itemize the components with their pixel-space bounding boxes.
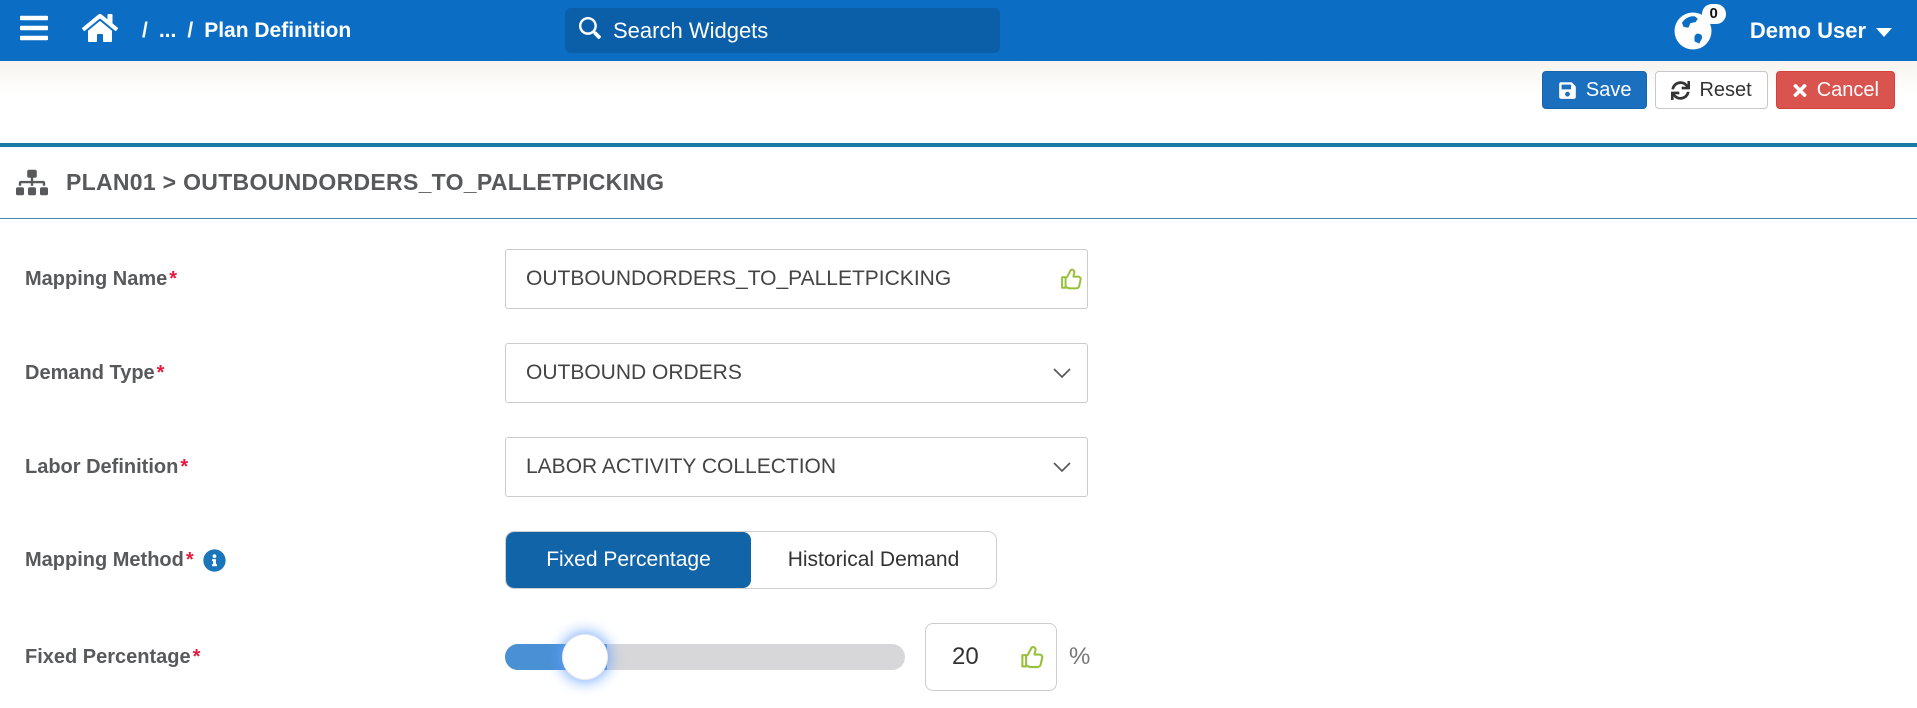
search-input[interactable]: [613, 17, 986, 44]
required-marker: *: [192, 645, 201, 668]
labor-definition-select[interactable]: LABOR ACTIVITY COLLECTION: [505, 437, 1088, 497]
selected-value: LABOR ACTIVITY COLLECTION: [526, 455, 837, 478]
hamburger-icon: [18, 12, 50, 49]
toolbar-buttons: Save Reset Cancel: [1541, 71, 1895, 109]
mapping-name-input[interactable]: [505, 249, 1088, 309]
globe-icon: [1672, 12, 1714, 56]
breadcrumb-collapsed[interactable]: ...: [158, 18, 177, 42]
label-text: Mapping Name: [25, 267, 168, 290]
chevron-down-icon: [1053, 455, 1071, 479]
slider-thumb[interactable]: [563, 635, 607, 679]
labor-definition-label: Labor Definition *: [25, 456, 505, 479]
reset-button[interactable]: Reset: [1655, 71, 1768, 109]
label-text: Labor Definition: [25, 455, 179, 478]
label-text: Fixed Percentage: [25, 645, 191, 668]
selected-value: OUTBOUND ORDERS: [526, 361, 742, 384]
section-divider: [0, 143, 1917, 147]
home-icon: [81, 12, 119, 49]
action-toolbar: Save Reset Cancel: [0, 61, 1917, 143]
chevron-down-icon: [1053, 361, 1071, 385]
search-icon: [579, 17, 601, 44]
sitemap-icon: [16, 169, 48, 196]
cancel-button-label: Cancel: [1816, 78, 1879, 101]
fixed-percentage-input[interactable]: [926, 643, 996, 671]
info-icon[interactable]: [203, 548, 226, 572]
mapping-method-toggle: Fixed Percentage Historical Demand: [505, 531, 997, 589]
title-bar: PLAN01 > OUTBOUNDORDERS_TO_PALLETPICKING: [0, 147, 1917, 219]
required-marker: *: [180, 455, 189, 478]
header-right: 0 Demo User: [1672, 0, 1892, 61]
plan-definition-form: Mapping Name* Demand Type* OUTBOUND ORDE…: [0, 219, 1917, 691]
demand-type-label: Demand Type *: [25, 362, 505, 385]
required-marker: *: [169, 267, 178, 290]
menu-button[interactable]: [14, 11, 54, 51]
app-header: / ... / Plan Definition 0 Demo User: [0, 0, 1917, 61]
percent-unit: %: [1069, 643, 1091, 670]
home-button[interactable]: [80, 11, 120, 51]
label-text: Mapping Method: [25, 548, 184, 571]
labor-definition-row: Labor Definition * LABOR ACTIVITY COLLECT…: [25, 437, 1917, 497]
cancel-button[interactable]: Cancel: [1775, 71, 1895, 109]
reset-icon: [1671, 80, 1691, 100]
breadcrumb-separator: /: [142, 18, 148, 42]
fixed-percentage-label: Fixed Percentage *: [25, 646, 505, 669]
save-icon: [1558, 81, 1577, 100]
fixed-percentage-value-box: [925, 623, 1057, 691]
breadcrumb: / ... / Plan Definition: [142, 19, 351, 43]
cancel-icon: [1792, 81, 1808, 100]
page-title: PLAN01 > OUTBOUNDORDERS_TO_PALLETPICKING: [66, 169, 665, 195]
thumbs-up-icon: [1058, 265, 1086, 293]
reset-button-label: Reset: [1699, 78, 1752, 101]
notifications-button[interactable]: 0: [1672, 3, 1726, 52]
caret-down-icon: [1876, 27, 1892, 37]
required-marker: *: [185, 548, 194, 571]
mapping-name-label: Mapping Name *: [25, 268, 505, 291]
toggle-historical-demand[interactable]: Historical Demand: [751, 532, 996, 588]
fixed-percentage-row: Fixed Percentage* %: [25, 623, 1917, 691]
demand-type-select[interactable]: OUTBOUND ORDERS: [505, 343, 1088, 403]
required-marker: *: [156, 361, 165, 384]
breadcrumb-separator: /: [187, 18, 194, 42]
mapping-method-label: Mapping Method *: [25, 549, 505, 572]
label-text: Demand Type: [25, 361, 155, 384]
thumbs-up-icon: [1018, 642, 1048, 672]
demand-type-row: Demand Type * OUTBOUND ORDERS: [25, 343, 1917, 403]
mapping-name-input-wrap: [505, 249, 1088, 309]
fixed-percentage-slider[interactable]: [505, 635, 905, 679]
user-name: Demo User: [1749, 17, 1866, 43]
save-button-label: Save: [1585, 78, 1632, 101]
user-menu[interactable]: Demo User: [1750, 18, 1892, 44]
mapping-name-row: Mapping Name *: [25, 249, 1917, 309]
widget-search: [565, 8, 1000, 53]
breadcrumb-current: Plan Definition: [204, 18, 352, 42]
notification-badge: 0: [1701, 3, 1726, 24]
toggle-fixed-percentage[interactable]: Fixed Percentage: [506, 532, 751, 588]
save-button[interactable]: Save: [1541, 71, 1648, 109]
mapping-method-row: Mapping Method * Fixed Percentage Histori…: [25, 531, 1917, 589]
